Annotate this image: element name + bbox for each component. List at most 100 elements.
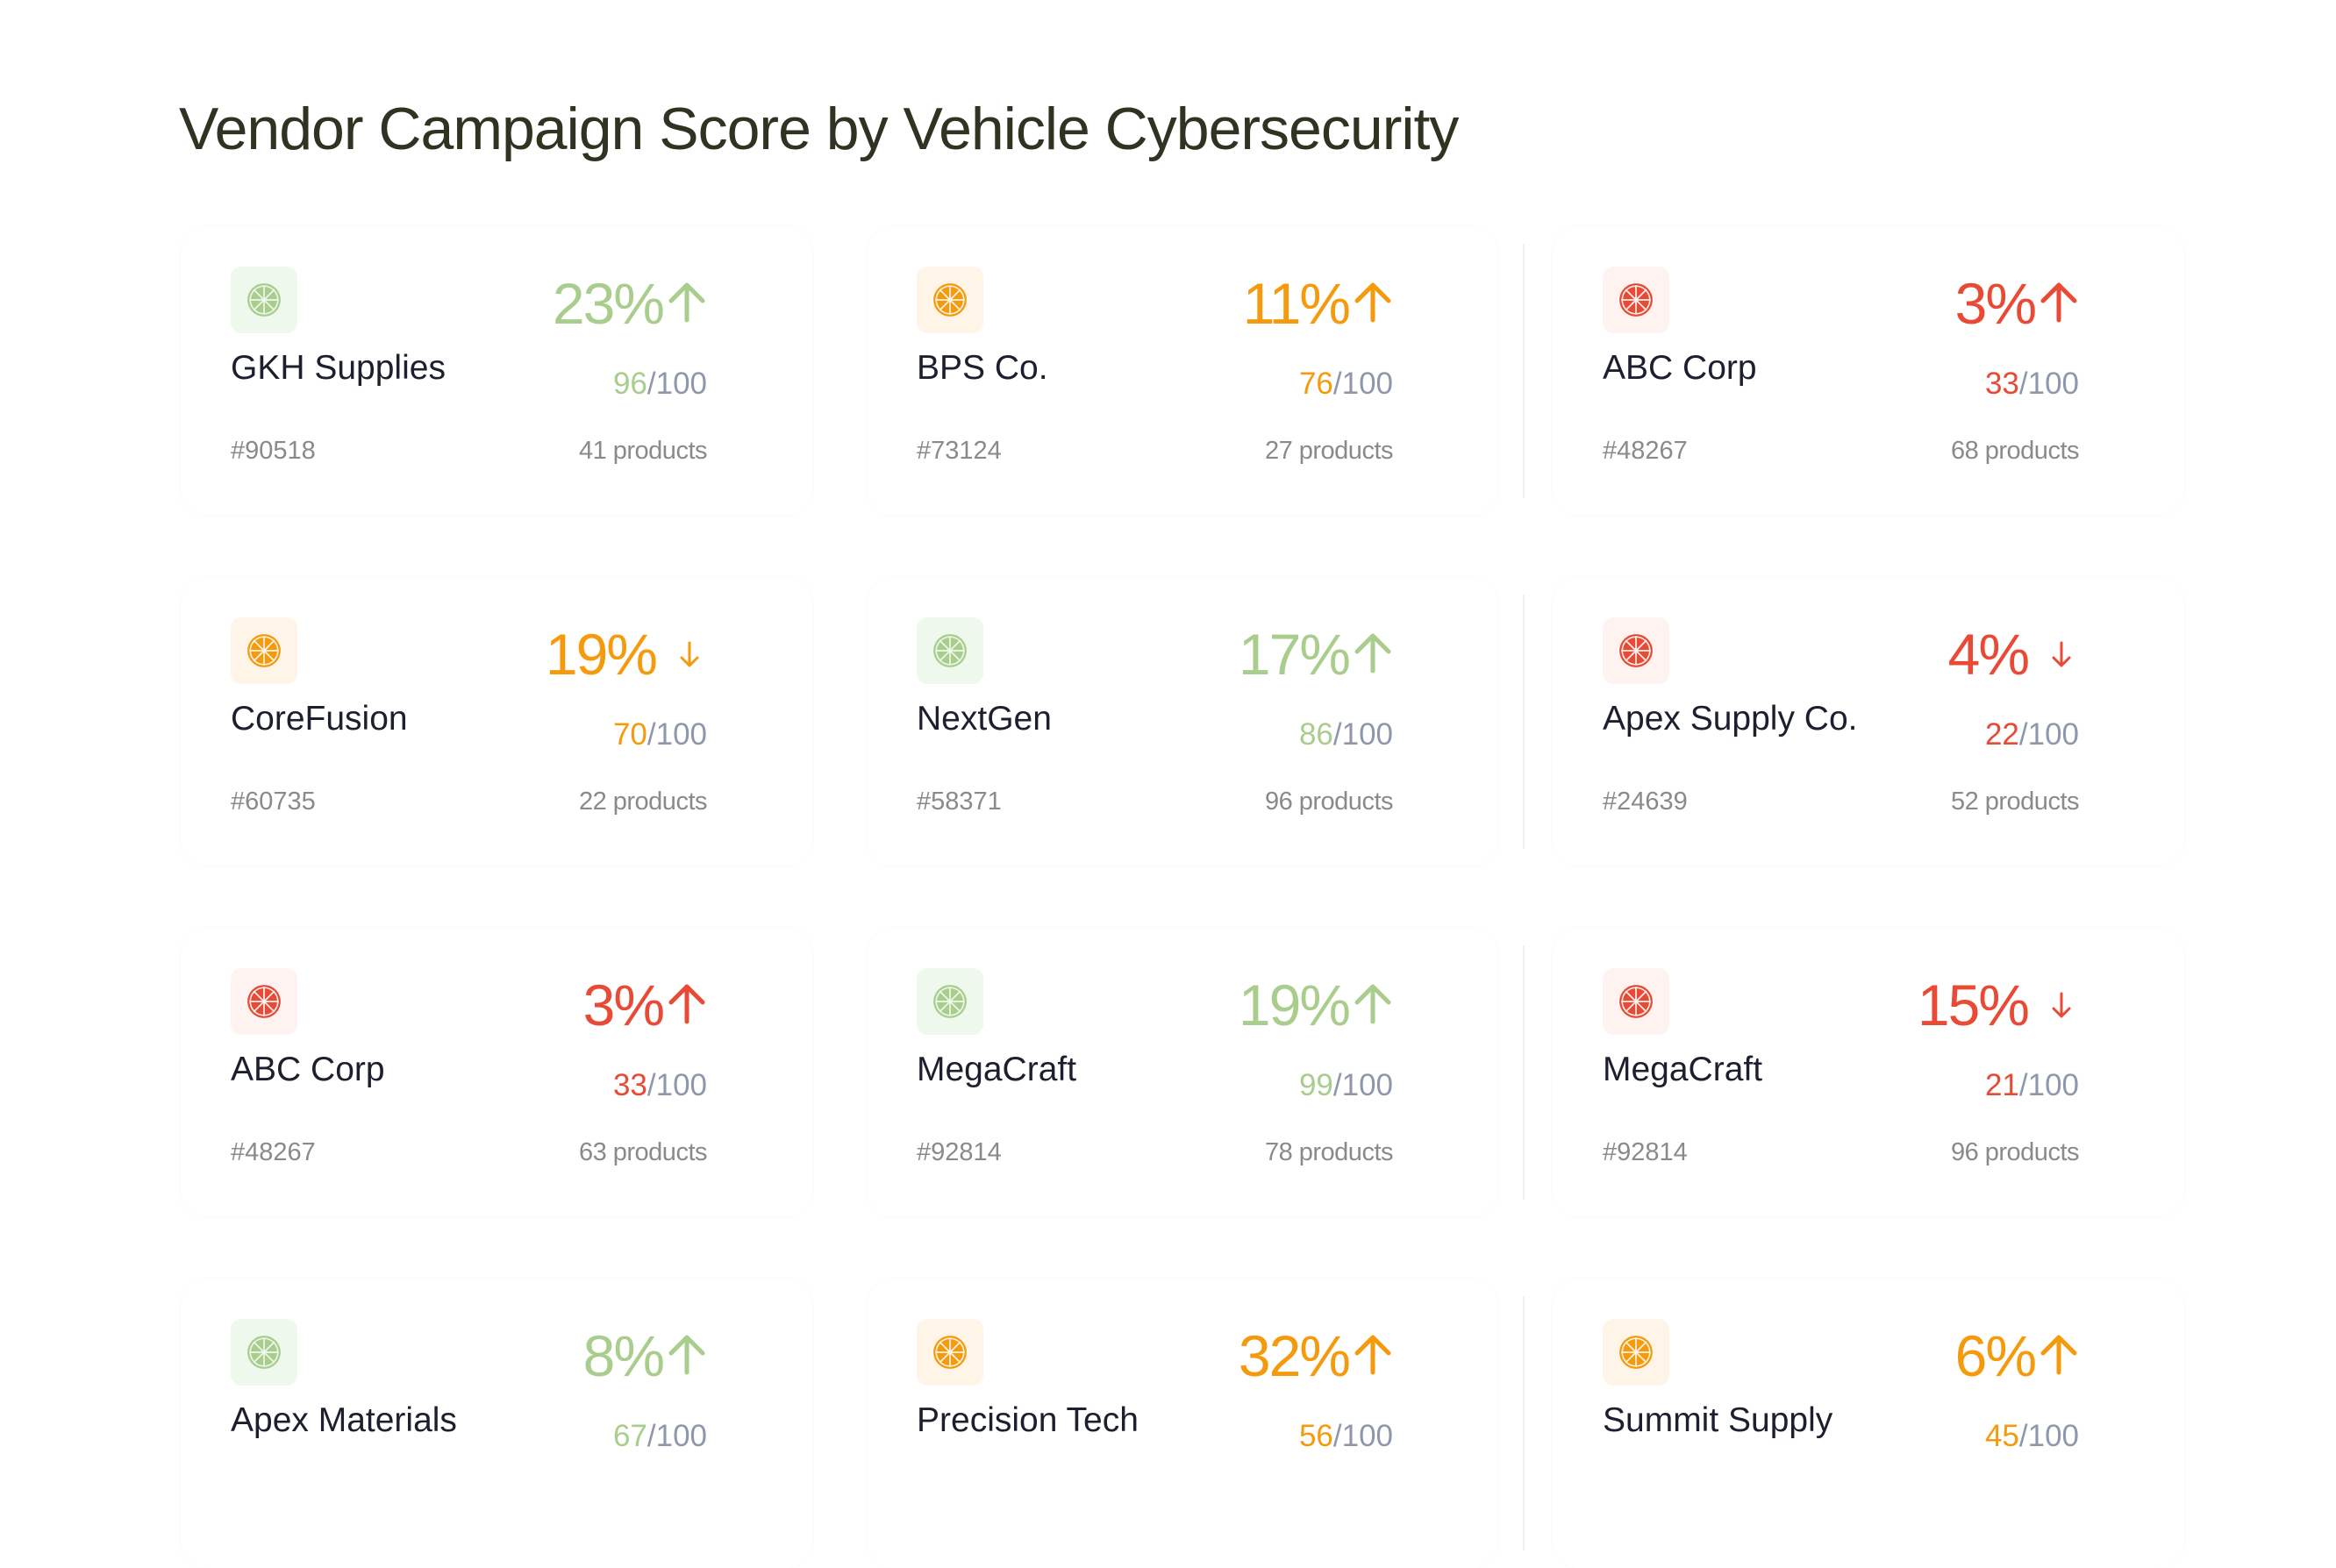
change-value: 32%	[1238, 1323, 1351, 1388]
vendor-card[interactable]: GKH Supplies #90518 23% 96/100 41 produc…	[181, 226, 812, 516]
score-max: /100	[1332, 367, 1393, 401]
change-percent: 32%	[1239, 1322, 1393, 1389]
vendor-name: NextGen	[917, 700, 1052, 738]
campaign-score: 22/100	[1985, 717, 2079, 752]
score-value: 33	[1984, 367, 2019, 401]
vendor-card[interactable]: ABC Corp #48267 3% 33/100 63 products	[181, 928, 812, 1217]
vendor-id: #92814	[1603, 1138, 1688, 1166]
score-max: /100	[2018, 1419, 2079, 1453]
vendor-id: #58371	[917, 788, 1002, 816]
vendor-id: #73124	[917, 437, 1002, 465]
score-value: 56	[1298, 1419, 1333, 1453]
product-count: 22 products	[578, 788, 708, 816]
citrus-slice-icon	[917, 1319, 983, 1386]
change-percent: 11%	[1243, 270, 1393, 337]
vendor-card[interactable]: Precision Tech 32% 56/100	[867, 1279, 1498, 1568]
score-value: 45	[1984, 1419, 2019, 1453]
product-count: 63 products	[578, 1138, 708, 1166]
vendor-name: MegaCraft	[917, 1051, 1077, 1088]
change-percent: 23%	[553, 270, 707, 337]
arrow-up-icon	[1353, 621, 1393, 688]
citrus-slice-icon	[231, 617, 297, 684]
campaign-score: 99/100	[1299, 1068, 1393, 1103]
score-value: 33	[612, 1068, 647, 1102]
product-count: 52 products	[1950, 788, 2080, 816]
vendor-name: Precision Tech	[917, 1401, 1139, 1439]
citrus-slice-icon	[1603, 968, 1669, 1035]
product-count: 27 products	[1264, 437, 1394, 465]
arrow-up-icon	[667, 972, 707, 1038]
change-percent: 4%	[1948, 621, 2079, 688]
campaign-score: 33/100	[1985, 367, 2079, 402]
change-percent: 6%	[1955, 1322, 2079, 1389]
score-value: 21	[1984, 1068, 2019, 1102]
campaign-score: 33/100	[613, 1068, 707, 1103]
vendor-card[interactable]: ABC Corp #48267 3% 33/100 68 products	[1523, 226, 2184, 516]
score-max: /100	[1332, 1068, 1393, 1102]
vendor-card[interactable]: MegaCraft #92814 15% 21/100 96 products	[1523, 928, 2184, 1217]
campaign-score: 96/100	[613, 367, 707, 402]
change-value: 19%	[545, 622, 658, 687]
vendor-id: #48267	[231, 1138, 316, 1166]
change-percent: 8%	[583, 1322, 707, 1389]
score-value: 76	[1298, 367, 1333, 401]
citrus-slice-icon	[231, 267, 297, 333]
score-max: /100	[1332, 717, 1393, 752]
arrow-up-icon	[1353, 1322, 1393, 1389]
product-count: 96 products	[1264, 788, 1394, 816]
citrus-slice-icon	[917, 267, 983, 333]
campaign-score: 45/100	[1985, 1419, 2079, 1454]
change-percent: 3%	[583, 972, 707, 1038]
campaign-score: 56/100	[1299, 1419, 1393, 1454]
arrow-up-icon	[667, 270, 707, 337]
vendor-card[interactable]: Apex Supply Co. #24639 4% 22/100 52 prod…	[1523, 577, 2184, 866]
arrow-down-icon	[660, 621, 707, 688]
score-value: 99	[1298, 1068, 1333, 1102]
arrow-up-icon	[667, 1322, 707, 1389]
change-value: 15%	[1917, 973, 2030, 1037]
vendor-id: #60735	[231, 788, 316, 816]
product-count: 96 products	[1950, 1138, 2080, 1166]
score-max: /100	[647, 1419, 707, 1453]
score-max: /100	[1332, 1419, 1393, 1453]
product-count: 78 products	[1264, 1138, 1394, 1166]
vendor-id: #90518	[231, 437, 316, 465]
change-value: 3%	[582, 973, 665, 1037]
change-percent: 15%	[1918, 972, 2079, 1038]
arrow-down-icon	[2032, 972, 2079, 1038]
vendor-card[interactable]: Apex Materials 8% 67/100	[181, 1279, 812, 1568]
arrow-up-icon	[2039, 270, 2079, 337]
citrus-slice-icon	[231, 968, 297, 1035]
vendor-id: #48267	[1603, 437, 1688, 465]
change-percent: 17%	[1239, 621, 1393, 688]
campaign-score: 70/100	[613, 717, 707, 752]
vendor-name: ABC Corp	[231, 1051, 385, 1088]
change-value: 23%	[552, 271, 665, 336]
vendor-card[interactable]: CoreFusion #60735 19% 70/100 22 products	[181, 577, 812, 866]
arrow-up-icon	[1353, 972, 1393, 1038]
arrow-up-icon	[1353, 270, 1393, 337]
vendor-card[interactable]: Summit Supply 6% 45/100	[1523, 1279, 2184, 1568]
change-value: 11%	[1242, 271, 1351, 336]
score-value: 70	[612, 717, 647, 752]
score-max: /100	[647, 717, 707, 752]
score-max: /100	[2018, 367, 2079, 401]
score-value: 22	[1984, 717, 2019, 752]
vendor-card[interactable]: NextGen #58371 17% 86/100 96 products	[867, 577, 1498, 866]
vendor-name: BPS Co.	[917, 349, 1048, 387]
vendor-card[interactable]: BPS Co. #73124 11% 76/100 27 products	[867, 226, 1498, 516]
score-value: 67	[612, 1419, 647, 1453]
change-value: 6%	[1954, 1323, 2037, 1388]
vendor-card[interactable]: MegaCraft #92814 19% 99/100 78 products	[867, 928, 1498, 1217]
arrow-down-icon	[2032, 621, 2079, 688]
page-title: Vendor Campaign Score by Vehicle Cyberse…	[179, 96, 1459, 162]
score-max: /100	[2018, 717, 2079, 752]
change-percent: 19%	[546, 621, 707, 688]
change-percent: 19%	[1239, 972, 1393, 1038]
vendor-name: ABC Corp	[1603, 349, 1757, 387]
vendor-id: #92814	[917, 1138, 1002, 1166]
campaign-score: 76/100	[1299, 367, 1393, 402]
campaign-score: 21/100	[1985, 1068, 2079, 1103]
score-value: 96	[612, 367, 647, 401]
vendor-name: Summit Supply	[1603, 1401, 1833, 1439]
